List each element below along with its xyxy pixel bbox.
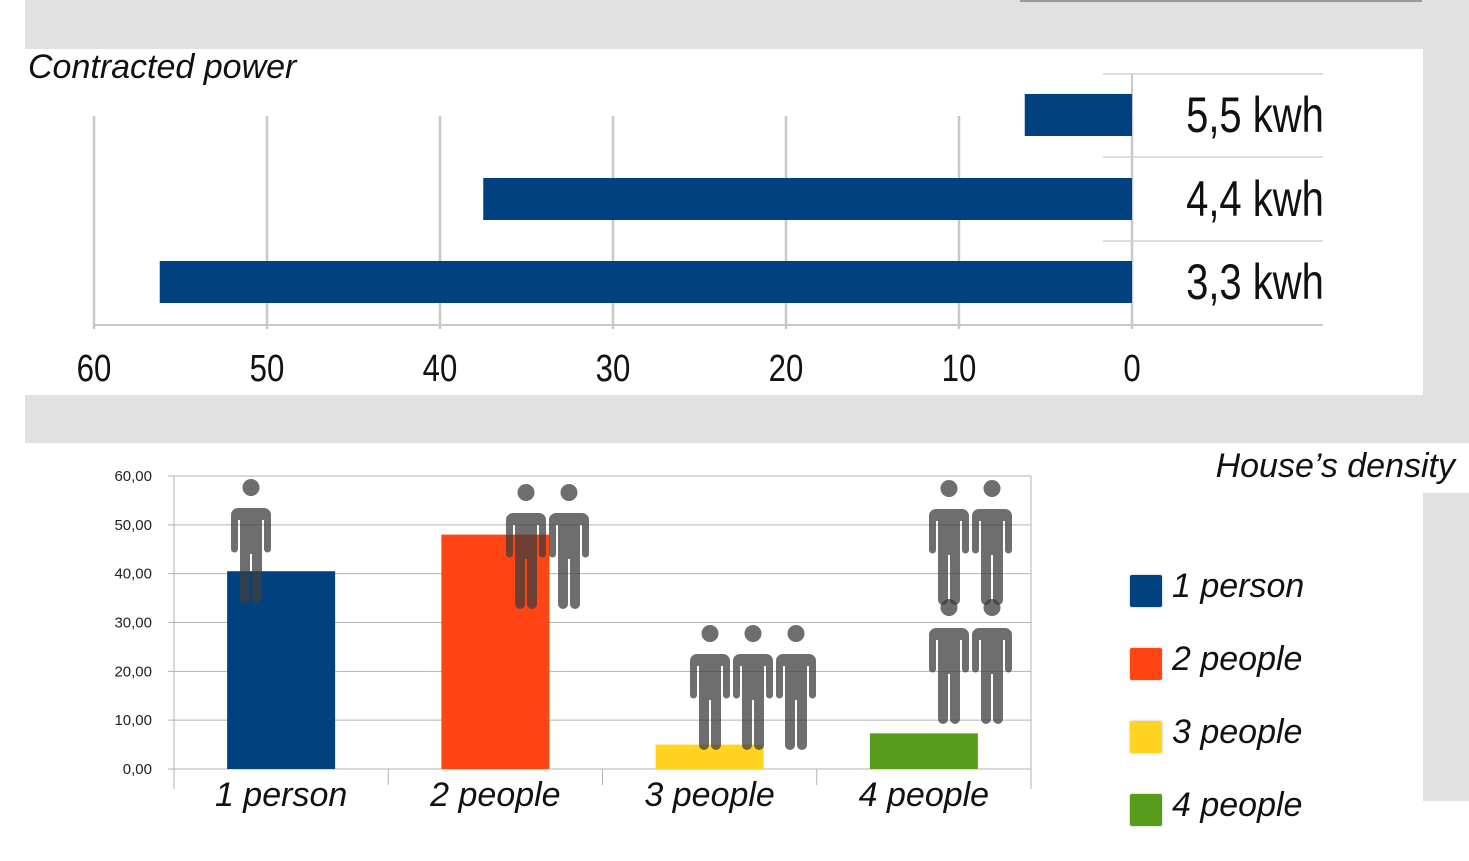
person-icon	[929, 480, 969, 605]
middle-band	[25, 395, 1423, 443]
chart1-tick-label: 20	[769, 348, 804, 390]
person-icon	[972, 480, 1012, 605]
person-icon	[776, 625, 816, 750]
chart2-tick-label: 40,00	[114, 566, 152, 583]
top-rule	[1020, 0, 1422, 2]
person-icon	[549, 484, 589, 609]
chart1-tick-label: 60	[77, 348, 112, 390]
person-icon	[929, 599, 969, 724]
chart2-bar	[869, 733, 978, 769]
chart1-title: Contracted power	[28, 48, 297, 86]
chart2-tick-label: 30,00	[114, 615, 152, 632]
person-icon	[972, 599, 1012, 724]
legend-swatch	[1130, 575, 1162, 607]
top-band	[25, 0, 1423, 49]
chart1-tick-label: 50	[250, 348, 285, 390]
right-band-upper	[1423, 0, 1469, 443]
chart1-bar	[1024, 94, 1132, 136]
chart2-category-label: 1 person	[215, 776, 347, 814]
chart2-tick-label: 0,00	[123, 761, 152, 778]
legend-label: 1 person	[1172, 567, 1305, 605]
chart2-tick-label: 20,00	[114, 663, 152, 680]
person-icon	[506, 484, 546, 609]
chart2-title: House’s density	[1215, 447, 1455, 485]
legend-swatch	[1130, 794, 1162, 826]
legend-label: 4 people	[1172, 786, 1303, 824]
chart2-category-label: 4 people	[859, 776, 989, 814]
chart1-tick-label: 40	[423, 348, 458, 390]
chart2-category-label: 2 people	[429, 776, 560, 814]
chart2-category-label: 3 people	[644, 776, 774, 814]
chart1-tick-label: 30	[596, 348, 631, 390]
legend-swatch	[1130, 648, 1162, 680]
chart1-category-label: 4,4 kwh	[1186, 171, 1324, 227]
chart1-category-label: 5,5 kwh	[1186, 87, 1324, 143]
chart1-category-label: 3,3 kwh	[1186, 254, 1324, 310]
legend-label: 2 people	[1172, 640, 1303, 678]
contracted-power-chart: 60 50 40 30 20 10 0 5,5 kwh 4,4 kwh 3,3 kwh	[77, 73, 1324, 390]
chart1-bar	[159, 261, 1133, 303]
chart2-tick-label: 60,00	[114, 468, 152, 485]
chart2-tick-label: 50,00	[114, 517, 152, 534]
person-icon	[231, 479, 271, 604]
person-icon	[733, 625, 773, 750]
person-icon	[690, 625, 730, 750]
right-band-lower	[1423, 493, 1469, 801]
legend-swatch	[1130, 721, 1162, 753]
chart2-bar	[227, 571, 336, 769]
chart2-tick-label: 10,00	[114, 712, 152, 729]
chart1-tick-label: 10	[942, 348, 977, 390]
chart1-bar	[483, 178, 1132, 220]
chart1-tick-label: 0	[1123, 348, 1140, 390]
legend-label: 3 people	[1172, 713, 1303, 751]
